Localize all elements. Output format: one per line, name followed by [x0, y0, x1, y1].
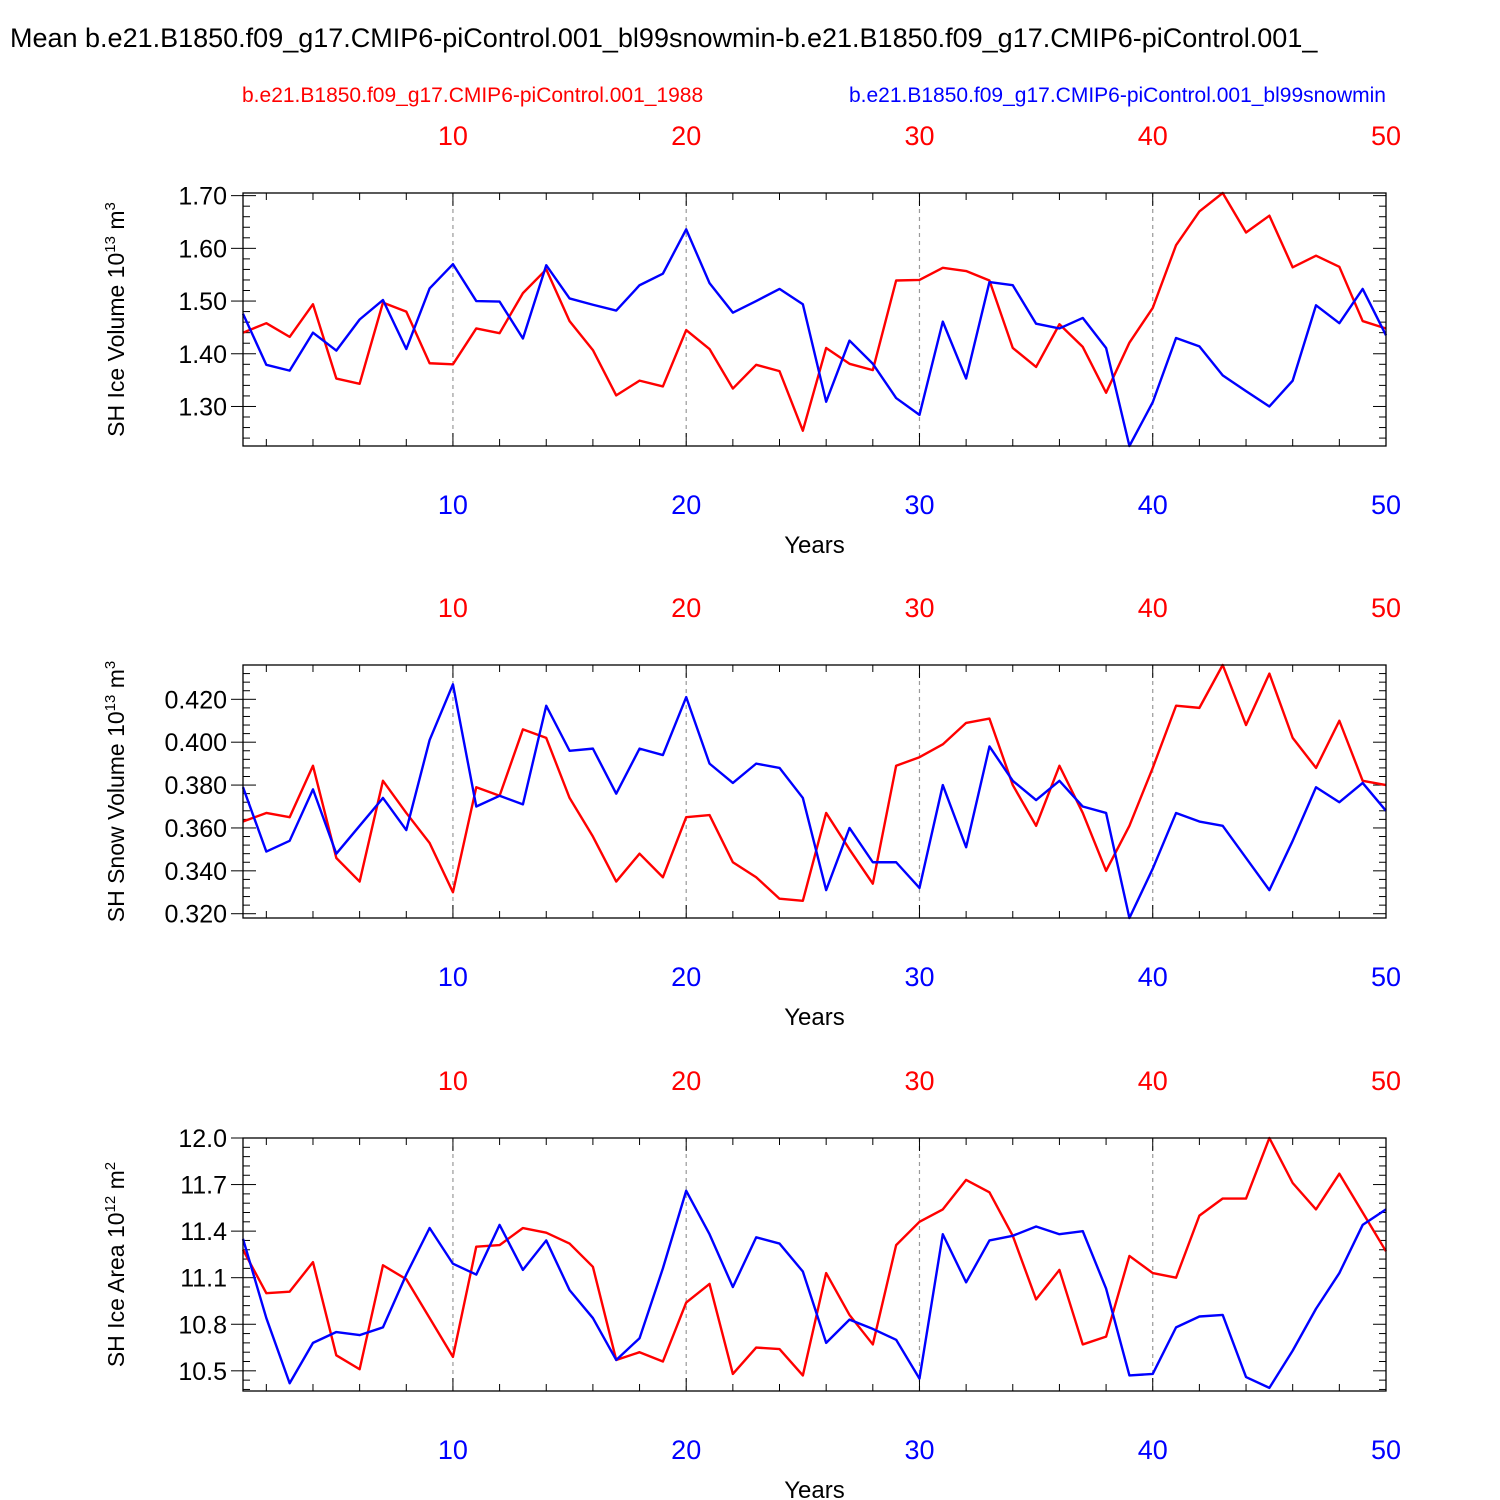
x-tick-label-bottom: 40: [1138, 490, 1168, 520]
plot-frame: [242, 1137, 1387, 1392]
chart-panel-1: 1.30 1.40 1.50 1.60 1.70 10 10 20 20 30 30 40 40 50 50…: [102, 121, 1401, 559]
y-tick-label: 12.0: [178, 1125, 227, 1153]
y-tick-label: 1.60: [178, 235, 227, 263]
y-axis-label: SH Snow Volume 1013 m3: [102, 661, 129, 923]
x-tick-label-bottom: 50: [1371, 490, 1401, 520]
x-tick-label-top: 20: [671, 593, 701, 623]
x-tick-label-bottom: 20: [671, 490, 701, 520]
y-tick-label: 1.30: [178, 393, 227, 421]
x-tick-label-bottom: 30: [904, 962, 934, 992]
y-tick-label: 0.420: [164, 686, 227, 714]
x-tick-label-bottom: 40: [1138, 1435, 1168, 1465]
x-tick-label-bottom: 40: [1138, 962, 1168, 992]
y-tick-label: 0.340: [164, 858, 227, 886]
series-line-case2: [241, 683, 1387, 920]
x-tick-label-top: 30: [904, 121, 934, 151]
legend-case1: b.e21.B1850.f09_g17.CMIP6-piControl.001_…: [242, 84, 703, 107]
y-axis-label: SH Ice Area 1012 m2: [102, 1162, 129, 1367]
y-tick-label: 10.8: [178, 1311, 227, 1339]
legend-case2: b.e21.B1850.f09_g17.CMIP6-piControl.001_…: [849, 84, 1386, 107]
y-tick-label: 1.50: [178, 288, 227, 316]
x-tick-label-top: 20: [671, 1066, 701, 1096]
y-tick-label: 0.400: [164, 729, 227, 757]
x-tick-label-bottom: 10: [438, 490, 468, 520]
series-line-case1: [241, 1136, 1388, 1377]
y-tick-label: 0.360: [164, 815, 227, 843]
x-tick-label-bottom: 30: [904, 490, 934, 520]
series-line-case1: [242, 191, 1387, 432]
x-tick-label-bottom: 10: [438, 962, 468, 992]
x-tick-label-top: 50: [1371, 593, 1401, 623]
x-tick-label-bottom: 10: [438, 1435, 468, 1465]
series-line-case2: [241, 1189, 1387, 1390]
series-line-case1: [242, 663, 1387, 903]
chart-panel-2: 0.320 0.340 0.360 0.380 0.400 0.420 10 10 20 20 30…: [102, 593, 1401, 1031]
x-tick-label-top: 40: [1138, 593, 1168, 623]
y-tick-label: 11.7: [180, 1172, 227, 1200]
x-axis-label: Years: [784, 532, 845, 559]
x-tick-label-top: 20: [671, 121, 701, 151]
figure-title: Mean b.e21.B1850.f09_g17.CMIP6-piControl…: [10, 23, 1318, 53]
y-tick-label: 0.320: [164, 901, 227, 929]
x-tick-label-top: 30: [904, 1066, 934, 1096]
y-tick-label: 11.4: [180, 1218, 227, 1246]
x-tick-label-top: 40: [1138, 121, 1168, 151]
series-line-case2: [241, 228, 1388, 448]
y-tick-label: 10.5: [178, 1358, 227, 1386]
x-tick-label-bottom: 20: [671, 1435, 701, 1465]
x-tick-label-top: 40: [1138, 1066, 1168, 1096]
x-tick-label-top: 10: [438, 121, 468, 151]
chart-panel-3: 10.5 10.8 11.1 11.4 11.7 12.0 10 10 20 20 30 30 40 40…: [102, 1066, 1401, 1500]
x-tick-label-top: 50: [1371, 121, 1401, 151]
x-axis-label: Years: [784, 1477, 845, 1500]
x-tick-label-bottom: 30: [904, 1435, 934, 1465]
x-tick-label-top: 10: [438, 593, 468, 623]
x-tick-label-bottom: 20: [671, 962, 701, 992]
x-tick-label-bottom: 50: [1371, 1435, 1401, 1465]
y-tick-label: 1.40: [178, 341, 227, 369]
x-axis-label: Years: [784, 1004, 845, 1031]
y-axis-label: SH Ice Volume 1013 m3: [102, 202, 129, 437]
x-tick-label-top: 10: [438, 1066, 468, 1096]
x-tick-label-bottom: 50: [1371, 962, 1401, 992]
x-tick-label-top: 30: [904, 593, 934, 623]
y-tick-label: 0.380: [164, 772, 227, 800]
y-tick-label: 11.1: [180, 1265, 227, 1293]
plot-frame: [242, 664, 1387, 919]
x-tick-label-top: 50: [1371, 1066, 1401, 1096]
plot-frame: [242, 192, 1387, 447]
y-tick-label: 1.70: [178, 183, 227, 211]
